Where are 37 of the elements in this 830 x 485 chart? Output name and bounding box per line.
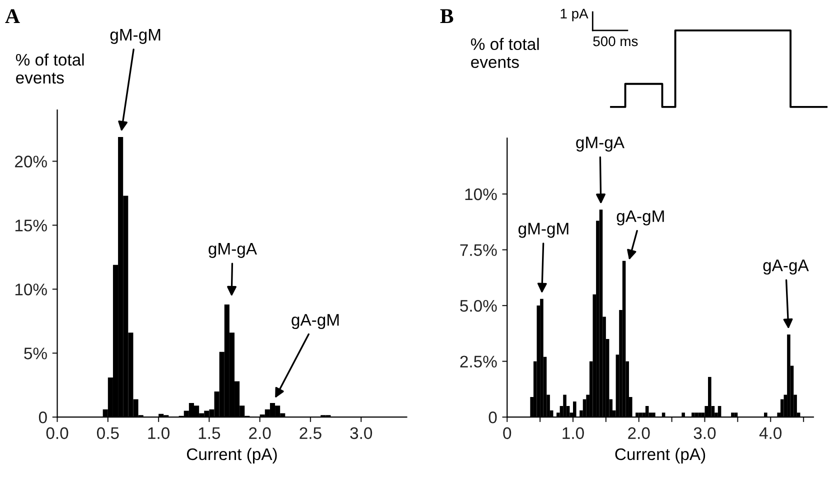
y-tick-label: 5.0% bbox=[460, 300, 497, 312]
y-tick-label: 15% bbox=[15, 220, 47, 232]
annotation: gM-gA bbox=[208, 243, 257, 258]
x-tick-label: 4.0 bbox=[759, 427, 782, 440]
x-tick-label: 0.5 bbox=[96, 427, 119, 440]
x-tick-label: 3.0 bbox=[694, 427, 716, 440]
x-axis-title: Current (pA) bbox=[186, 448, 277, 464]
chart-title: A bbox=[5, 9, 20, 23]
chart-title: B bbox=[440, 9, 454, 24]
text: 1 pA bbox=[560, 8, 588, 22]
y-tick-label: 10% bbox=[15, 284, 47, 296]
annotation: gM-gM bbox=[110, 29, 160, 44]
y-tick-label: 20% bbox=[15, 156, 47, 168]
x-tick-label: 2.0 bbox=[628, 427, 650, 440]
x-tick-label: 1.0 bbox=[562, 427, 584, 440]
x-tick-label: 0 bbox=[503, 427, 512, 440]
annotation: gA-gA bbox=[763, 260, 809, 275]
y-tick-label: 10% bbox=[465, 188, 497, 200]
x-tick-label: 0.0 bbox=[46, 427, 68, 440]
x-tick-label: 1.0 bbox=[148, 427, 170, 440]
annotation: gA-gM bbox=[292, 314, 339, 330]
y-tick-label: 0 bbox=[488, 412, 497, 424]
y-tick-label: 2.5% bbox=[460, 356, 497, 368]
x-axis-title: Current (pA) bbox=[615, 448, 706, 464]
y-tick-label: 7.5% bbox=[460, 244, 497, 256]
x-tick-label: 2.5 bbox=[300, 427, 322, 440]
annotation: gM-gM bbox=[518, 222, 568, 238]
annotation: gM-gA bbox=[576, 136, 624, 152]
x-tick-label: 1.5 bbox=[198, 427, 220, 440]
annotation: gA-gM bbox=[616, 210, 664, 226]
y-axis-title: % of total events bbox=[16, 53, 84, 84]
y-tick-label: 5% bbox=[24, 348, 47, 360]
text: 500 ms bbox=[593, 36, 638, 46]
y-axis-title: % of total events bbox=[470, 38, 539, 68]
y-tick-label: 0 bbox=[38, 412, 47, 424]
x-tick-label: 3.0 bbox=[350, 427, 372, 440]
x-tick-label: 2.0 bbox=[249, 427, 271, 440]
